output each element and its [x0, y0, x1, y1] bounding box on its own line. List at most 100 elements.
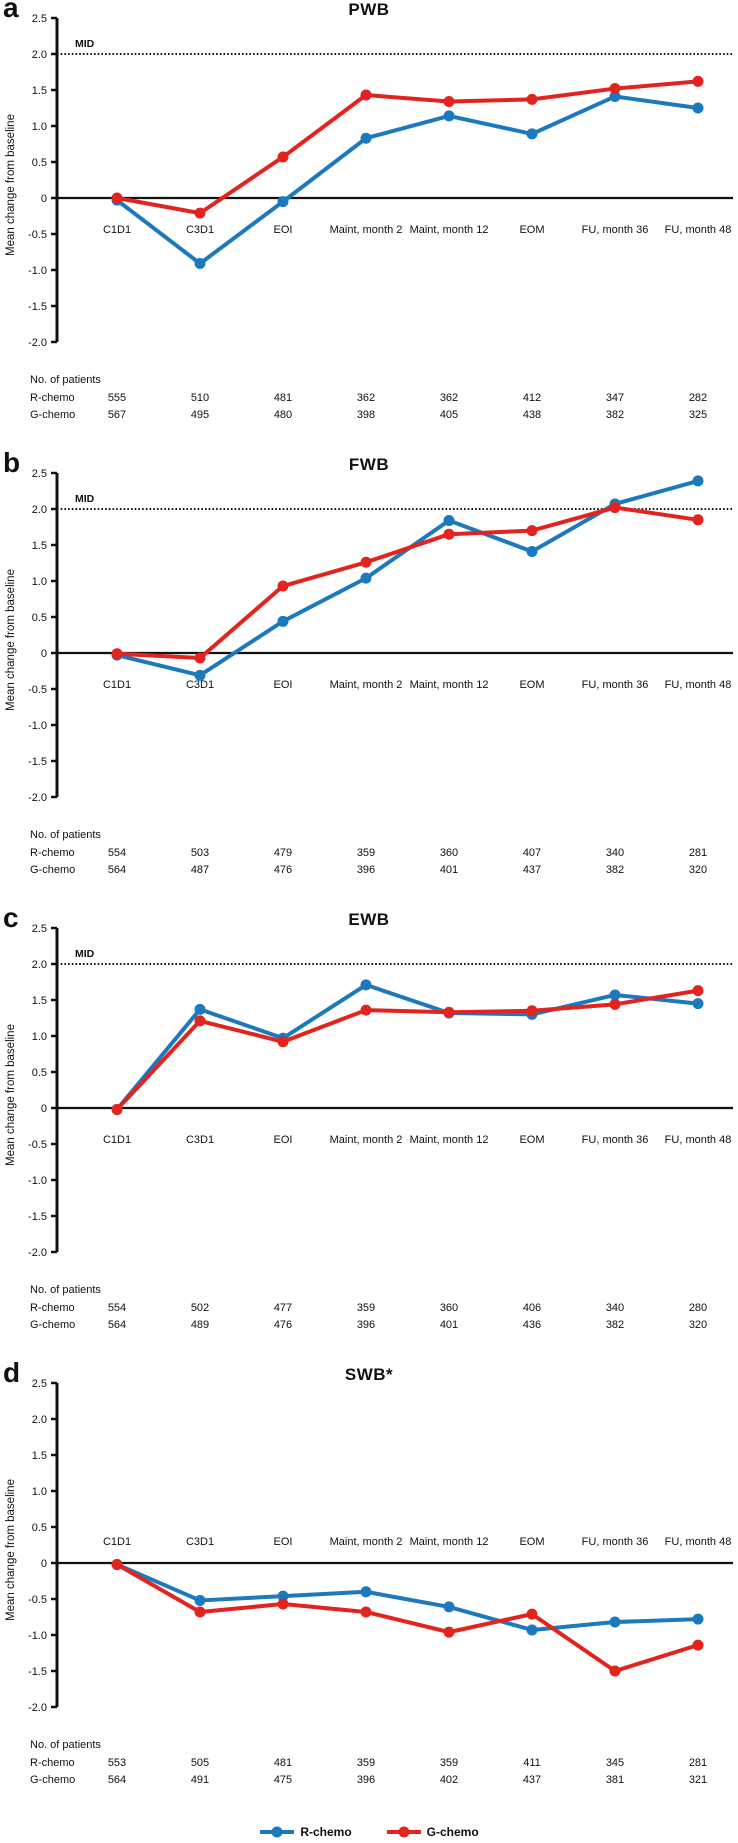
- y-tick-label: -1.0: [28, 1630, 47, 1642]
- patients-count: 396: [357, 1319, 375, 1331]
- x-category-label: FU, month 48: [665, 224, 732, 236]
- patients-count: 396: [357, 1774, 375, 1786]
- data-point-g-chemo: [526, 1005, 538, 1017]
- x-category-label: EOI: [274, 1134, 293, 1146]
- patients-count: 382: [606, 864, 624, 876]
- data-point-g-chemo: [443, 528, 455, 540]
- patients-count: 438: [523, 409, 541, 421]
- patients-count: 567: [108, 409, 126, 421]
- patients-count: 554: [108, 1302, 126, 1314]
- patients-count: 382: [606, 1319, 624, 1331]
- y-tick-label: 0.5: [32, 1067, 47, 1079]
- x-category-label: EOI: [274, 224, 293, 236]
- patients-count: 347: [606, 392, 624, 404]
- panel-c: c EWB Mean change from baseline 2.5 2.0 1.5…: [0, 904, 738, 1365]
- y-tick-label: 1.5: [32, 1450, 47, 1462]
- x-category-label: Maint, month 2: [330, 224, 403, 236]
- data-point-g-chemo: [111, 648, 123, 660]
- data-point-g-chemo: [526, 1608, 538, 1620]
- data-point-r-chemo: [360, 979, 372, 991]
- y-tick-label: -0.5: [28, 1139, 47, 1151]
- data-point-r-chemo: [277, 1590, 289, 1602]
- data-point-r-chemo: [609, 1616, 621, 1628]
- y-axis-label: Mean change from baseline: [5, 114, 17, 256]
- data-point-g-chemo: [692, 75, 704, 87]
- x-category-label: EOM: [519, 1134, 544, 1146]
- patients-count: 359: [357, 847, 375, 859]
- y-tick-label: 2.5: [32, 923, 47, 935]
- series-line-r-chemo: [116, 1562, 699, 1632]
- x-category-label: EOM: [519, 1536, 544, 1548]
- patients-count: 325: [689, 409, 707, 421]
- data-point-g-chemo: [360, 89, 372, 101]
- data-point-r-chemo: [277, 196, 289, 208]
- y-tick-label: -2.0: [28, 1702, 47, 1714]
- patients-count: 555: [108, 392, 126, 404]
- y-tick-label: -1.0: [28, 720, 47, 732]
- patients-row-label: G-chemo: [30, 409, 75, 421]
- series-line-g-chemo: [116, 505, 699, 661]
- data-point-g-chemo: [526, 93, 538, 105]
- figure-legend: R-chemo G-chemo: [0, 1820, 738, 1843]
- patients-count: 401: [440, 864, 458, 876]
- x-category-label: EOI: [274, 1536, 293, 1548]
- data-point-g-chemo: [609, 998, 621, 1010]
- x-category-label: FU, month 48: [665, 679, 732, 691]
- x-category-label: Maint, month 2: [330, 1134, 403, 1146]
- patients-count: 564: [108, 1319, 126, 1331]
- legend-item-r-chemo: R-chemo: [259, 1825, 352, 1839]
- data-point-g-chemo: [609, 502, 621, 514]
- x-category-label: C3D1: [186, 679, 214, 691]
- y-tick-label: -0.5: [28, 1594, 47, 1606]
- data-point-g-chemo: [277, 580, 289, 592]
- patients-count: 281: [689, 1757, 707, 1769]
- legend-label-g-chemo: G-chemo: [426, 1824, 479, 1839]
- patients-count: 495: [191, 409, 209, 421]
- patients-row-label: R-chemo: [30, 1757, 75, 1769]
- y-tick-label: 1.5: [32, 85, 47, 97]
- patients-count: 487: [191, 864, 209, 876]
- series-line-g-chemo: [116, 79, 699, 216]
- legend-line-r-chemo-icon: [260, 1826, 295, 1837]
- panel-a-title: PWB: [348, 0, 390, 19]
- data-point-r-chemo: [360, 1586, 372, 1598]
- panel-a: a PWB Mean change from baseline 2.5 2.0 1.5…: [0, 0, 738, 455]
- x-category-label: C1D1: [103, 679, 131, 691]
- y-tick-label: -1.0: [28, 265, 47, 277]
- x-category-label: FU, month 48: [665, 1134, 732, 1146]
- patients-count: 505: [191, 1757, 209, 1769]
- panel-c-chart: Mean change from baseline 2.5 2.0 1.5 1.0 0.5…: [5, 923, 733, 1331]
- y-tick-label: 2.0: [32, 959, 47, 971]
- data-point-g-chemo: [443, 96, 455, 108]
- patients-count: 398: [357, 409, 375, 421]
- patients-count: 407: [523, 847, 541, 859]
- x-category-label: Maint, month 12: [410, 224, 489, 236]
- y-tick-label: 0.5: [32, 157, 47, 169]
- patients-count: 554: [108, 847, 126, 859]
- data-point-g-chemo: [194, 1015, 206, 1027]
- patients-count: 321: [689, 1774, 707, 1786]
- series-line-r-chemo: [115, 982, 699, 1111]
- patients-header: No. of patients: [30, 1739, 101, 1751]
- patients-count: 437: [523, 864, 541, 876]
- patients-count: 382: [606, 409, 624, 421]
- data-point-r-chemo: [526, 545, 538, 557]
- x-category-label: C1D1: [103, 1134, 131, 1146]
- data-point-g-chemo: [692, 1639, 704, 1651]
- data-point-g-chemo: [692, 514, 704, 526]
- data-point-r-chemo: [194, 1594, 206, 1606]
- data-point-g-chemo: [277, 1598, 289, 1610]
- y-axis-label: Mean change from baseline: [5, 1024, 17, 1166]
- series-line-g-chemo: [116, 1562, 699, 1673]
- data-point-g-chemo: [443, 1006, 455, 1018]
- y-tick-label: 0: [41, 1558, 47, 1570]
- y-tick-label: -1.0: [28, 1175, 47, 1187]
- y-tick-label: -1.5: [28, 301, 47, 313]
- y-tick-label: -1.5: [28, 1666, 47, 1678]
- data-point-g-chemo: [277, 151, 289, 163]
- y-tick-label: 0: [41, 1103, 47, 1115]
- patients-count: 359: [357, 1302, 375, 1314]
- data-point-r-chemo: [194, 669, 206, 681]
- patients-count: 359: [440, 1757, 458, 1769]
- data-point-g-chemo: [194, 1606, 206, 1618]
